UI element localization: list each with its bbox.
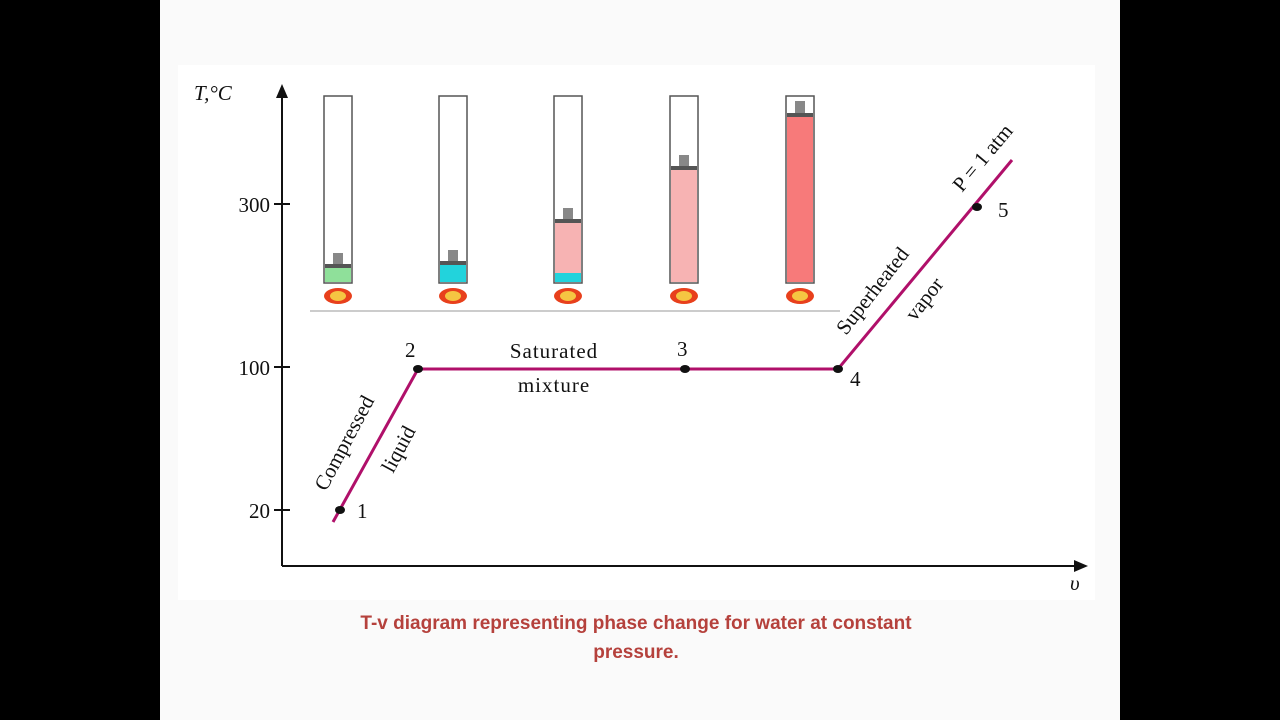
x-axis-label: υ: [1070, 571, 1080, 595]
cylinder-2: [438, 95, 468, 284]
cylinder-3: [553, 95, 583, 284]
caption: pressure.: [593, 642, 679, 663]
region-label: Saturated: [510, 339, 598, 363]
axes: [274, 92, 1080, 567]
y-tick-label: 300: [239, 193, 271, 217]
point-label: 4: [850, 367, 861, 391]
cylinder-1: [323, 95, 353, 284]
cylinders: [323, 95, 815, 284]
point-label: 5: [998, 198, 1009, 222]
diagram-area: [178, 65, 1095, 600]
x-arrow: [1074, 560, 1088, 572]
y-tick-label: 20: [249, 499, 270, 523]
burners: [324, 288, 814, 304]
cylinder-4: [669, 95, 699, 284]
point-label: 2: [405, 338, 416, 362]
process-line: [331, 159, 1014, 523]
y-tick-label: 100: [239, 356, 271, 380]
caption: T-v diagram representing phase change fo…: [360, 613, 912, 634]
point-label: 3: [677, 337, 688, 361]
y-axis-label: T,°C: [194, 81, 233, 105]
y-arrow: [276, 84, 288, 98]
region-label: mixture: [518, 373, 590, 397]
state-points: [335, 203, 982, 514]
cylinder-5: [785, 95, 815, 284]
point-label: 1: [357, 499, 368, 523]
